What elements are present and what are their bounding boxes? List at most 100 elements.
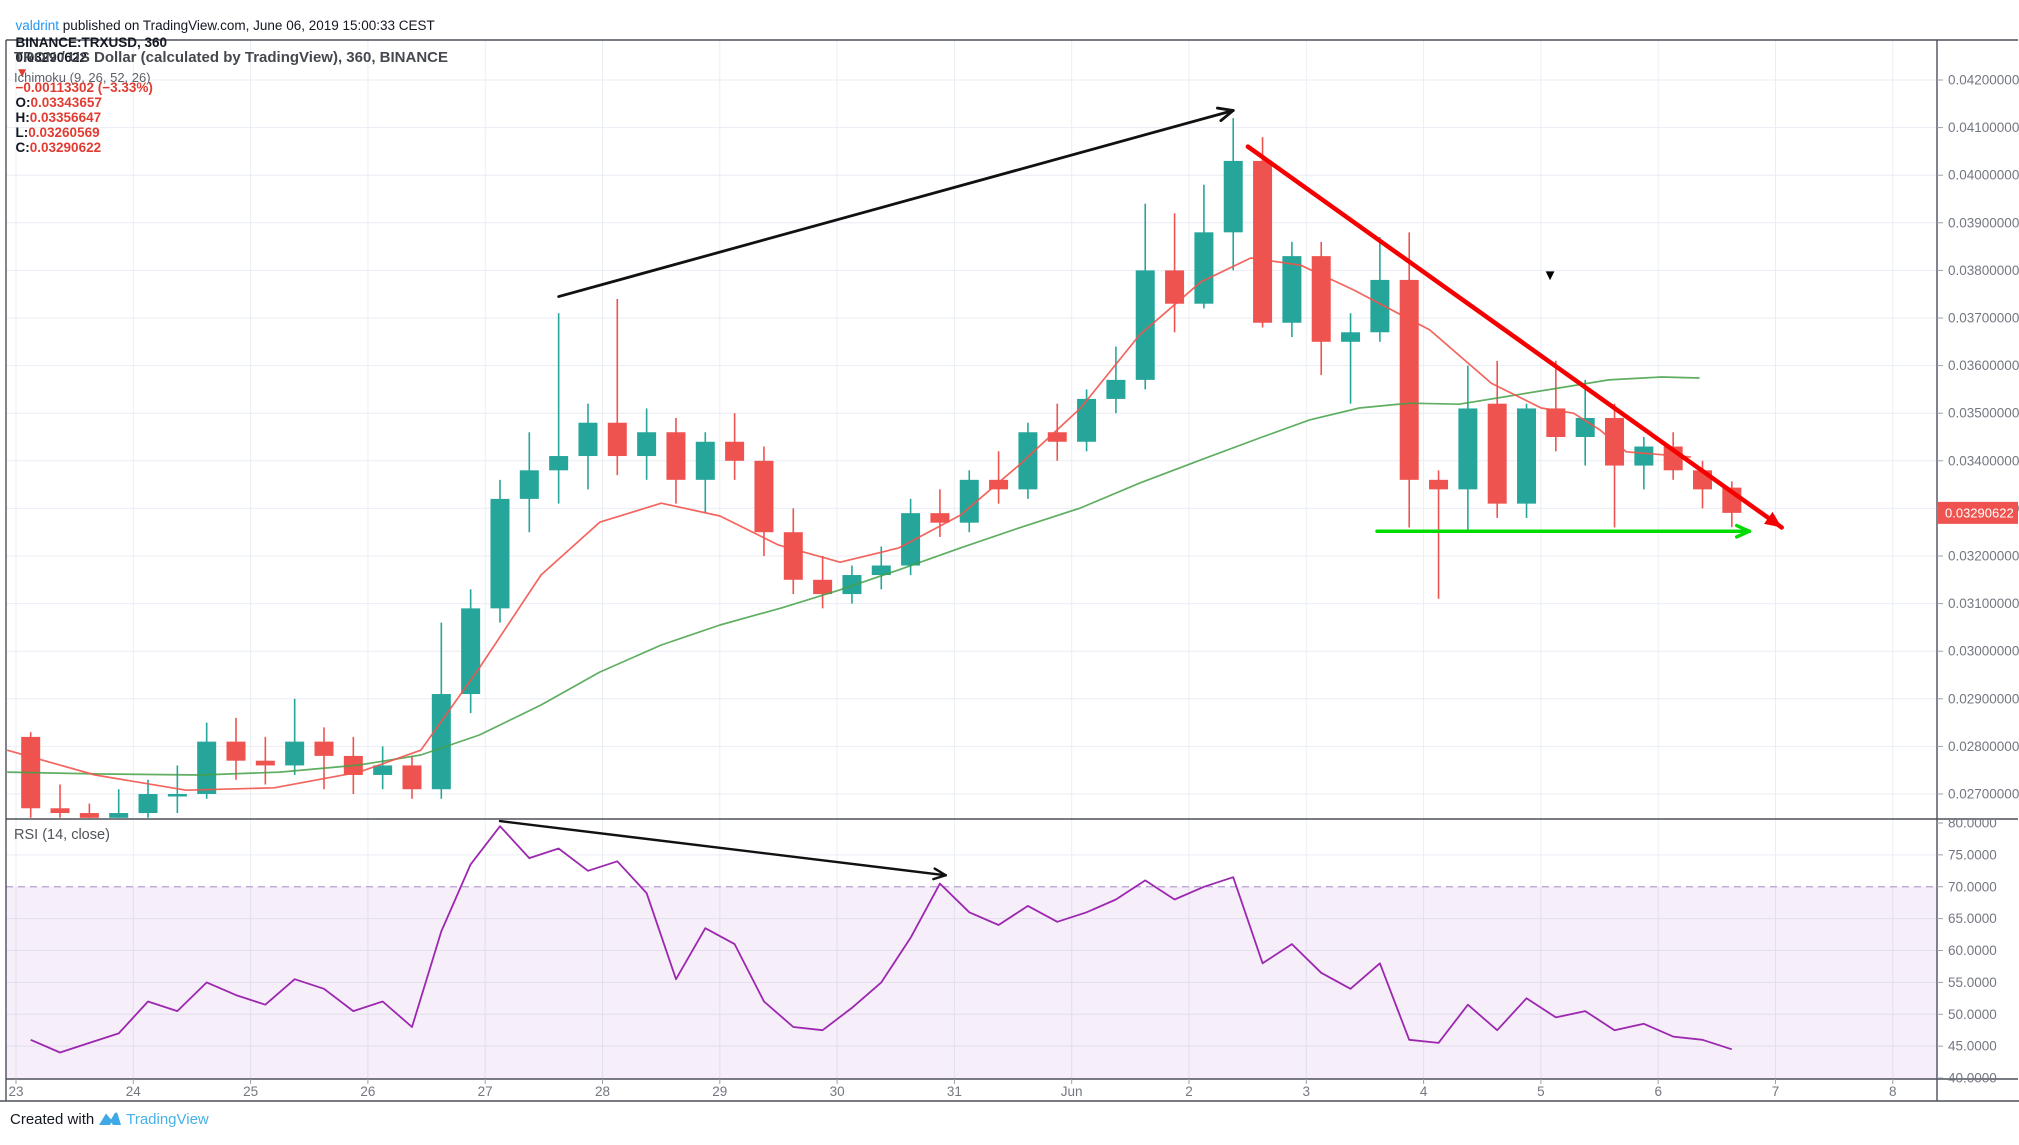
rsi-tick-label: 40.0000	[1948, 1071, 1997, 1086]
quote-low-label: L:	[15, 125, 29, 140]
time-tick-label: 4	[1420, 1084, 1428, 1099]
price-tick-label: 0.03500000	[1948, 406, 2019, 421]
candle-body-up	[490, 498, 510, 609]
indicator-label: Ichimoku (9, 26, 52, 26)	[14, 69, 151, 85]
candle-body-up	[1106, 379, 1126, 399]
candle-body-up	[1077, 398, 1097, 442]
price-tick-label: 0.03900000	[1948, 215, 2019, 230]
candle-body-up	[1282, 256, 1302, 323]
candle-body-up	[1458, 408, 1478, 490]
time-tick-label: 6	[1654, 1084, 1662, 1099]
candle-body-up	[431, 694, 451, 790]
byline-username-link[interactable]: valdrint	[15, 18, 60, 33]
candle-body-down	[813, 579, 833, 595]
time-tick-label: 25	[243, 1084, 258, 1099]
last-price-badge	[1938, 501, 2018, 524]
rsi-tick-label: 70.0000	[1948, 879, 1997, 894]
quote-last-price: 0.03290622	[15, 50, 87, 65]
candle-body-up	[1223, 160, 1243, 233]
candle-body-up	[1517, 408, 1537, 504]
rsi-pane-label: RSI (14, close)	[14, 827, 110, 843]
time-tick-label: Jun	[1061, 1084, 1083, 1099]
down-trend-arrow	[1245, 144, 1784, 530]
candle-body-down	[783, 532, 803, 580]
footer-created-with: Created with	[10, 1110, 95, 1128]
time-tick-label: 7	[1772, 1084, 1780, 1099]
candle-body-up	[519, 470, 539, 499]
price-tick-label: 0.03700000	[1948, 311, 2019, 326]
time-tick-label: 24	[126, 1084, 142, 1099]
price-tick-label: 0.04200000	[1948, 73, 2019, 88]
time-tick-label: 5	[1537, 1084, 1545, 1099]
quote-low-value: 0.03260569	[28, 125, 100, 140]
rsi-tick-label: 80.0000	[1948, 816, 1997, 831]
candle-body-down	[402, 765, 422, 790]
time-tick-label: 30	[830, 1084, 845, 1099]
candle-body-down	[79, 813, 99, 818]
footer-brand-link[interactable]: TradingView	[126, 1110, 209, 1128]
candle-body-down	[314, 741, 334, 756]
time-tick-label: 23	[8, 1084, 23, 1099]
candle-body-up	[578, 422, 598, 457]
chart-title: TRON / US Dollar (calculated by TradingV…	[14, 49, 448, 66]
price-tick-label: 0.04100000	[1948, 120, 2019, 135]
price-tick-label: 0.02800000	[1948, 739, 2019, 754]
candle-body-down	[1429, 479, 1449, 490]
candle-body-down	[930, 513, 950, 523]
rsi-trend-arrow-head	[932, 874, 947, 881]
time-tick-label: 31	[947, 1084, 962, 1099]
price-tick-label: 0.03600000	[1948, 358, 2019, 373]
candle-body-down	[1399, 279, 1419, 480]
rsi-tick-label: 55.0000	[1948, 975, 1997, 990]
candle-body-down	[255, 760, 275, 766]
candle-body-up	[901, 513, 921, 566]
candle-body-up	[138, 794, 158, 814]
time-tick-label: 29	[712, 1084, 727, 1099]
chart-legend: TRON / US Dollar (calculated by TradingV…	[14, 47, 448, 88]
candle-body-down	[50, 808, 70, 814]
quote-high-value: 0.03356647	[29, 110, 102, 125]
quote-line: BINANCE:TRXUSD, 360 0.03290622 ▼ −0.0011…	[8, 20, 175, 155]
rsi-tick-label: 50.0000	[1948, 1007, 1997, 1022]
quote-close-label: C:	[15, 140, 30, 155]
candle-body-up	[1135, 270, 1155, 380]
quote-open-label: O:	[15, 95, 31, 110]
candle-body-up	[1018, 432, 1038, 490]
quote-change: −0.00113302 (−3.33%)	[15, 80, 153, 95]
up-trend-arrow-head	[1216, 106, 1235, 112]
rsi-tick-label: 60.0000	[1948, 943, 1997, 958]
time-tick-label: 8	[1889, 1084, 1897, 1099]
up-trend-arrow-head	[1219, 109, 1235, 123]
candle-body-up	[373, 765, 393, 775]
candle-body-up	[549, 456, 569, 471]
candle-body-down	[1047, 432, 1067, 442]
price-tick-label: 0.02700000	[1948, 787, 2019, 802]
candle-body-up	[1634, 446, 1654, 466]
time-tick-label: 26	[360, 1084, 375, 1099]
rsi-trend-arrow-head	[933, 867, 947, 877]
candle-body-down	[1311, 256, 1331, 342]
rsi-tick-label: 45.0000	[1948, 1039, 1997, 1054]
candle-body-up	[197, 741, 217, 794]
candle-body-down	[666, 432, 686, 480]
down-marker-icon: ▼	[1543, 267, 1558, 284]
price-tick-label: 0.03100000	[1948, 596, 2019, 611]
rsi-tick-label: 75.0000	[1948, 847, 1997, 862]
time-tick-label: 2	[1185, 1084, 1193, 1099]
candle-body-up	[695, 441, 715, 480]
byline: valdrint published on TradingView.com, J…	[8, 3, 435, 33]
last-price-badge-label: 0.03290622	[1945, 505, 2014, 520]
quote-symbol: BINANCE:TRXUSD, 360	[15, 35, 168, 50]
rsi-trend-arrow	[498, 819, 947, 877]
candle-body-up	[871, 565, 891, 576]
candle-body-up	[167, 794, 187, 797]
byline-text: published on TradingView.com, June 06, 2…	[59, 18, 435, 33]
candle-body-up	[637, 432, 657, 457]
candle-body-down	[1546, 408, 1566, 437]
down-trend-arrow-head	[1764, 511, 1782, 528]
footer: Created with TradingView	[10, 1110, 209, 1128]
candle-body-down	[1487, 403, 1507, 504]
candle-body-up	[842, 575, 862, 595]
